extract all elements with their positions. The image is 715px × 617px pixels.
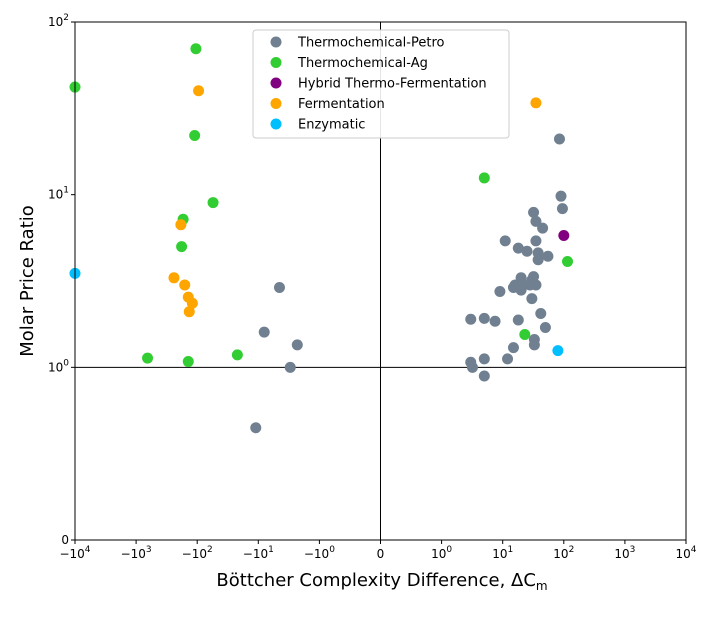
legend-label: Hybrid Thermo-Fermentation — [298, 77, 487, 92]
data-point — [175, 219, 187, 231]
data-point — [186, 297, 198, 309]
y-axis-label: Molar Price Ratio — [17, 205, 38, 357]
data-point — [465, 313, 477, 325]
y-tick-label: 102 — [48, 13, 69, 29]
data-point — [189, 130, 201, 142]
data-point — [142, 352, 154, 364]
x-tick-label: −103 — [121, 545, 152, 561]
data-point — [528, 206, 540, 218]
data-point — [502, 353, 514, 365]
data-point — [494, 285, 506, 297]
legend-marker — [270, 98, 282, 109]
data-point — [182, 356, 194, 368]
data-point — [512, 314, 524, 326]
data-point — [478, 172, 490, 184]
data-point — [183, 306, 195, 318]
data-point — [258, 326, 270, 338]
data-point — [207, 197, 219, 209]
data-point — [250, 422, 262, 434]
x-axis-label: Böttcher Complexity Difference, ΔCm — [216, 570, 547, 593]
data-points — [69, 43, 574, 434]
data-point — [539, 322, 551, 334]
x-tick-label: −101 — [243, 545, 274, 561]
x-axis-ticks: −104 −103 −102 −101 −100 0 100 101 102 103 104 — [59, 540, 697, 561]
series-group — [250, 133, 568, 434]
data-point — [556, 203, 568, 215]
data-point — [530, 279, 542, 291]
data-point — [553, 133, 565, 145]
x-tick-label: −100 — [304, 545, 335, 561]
data-point — [519, 328, 531, 340]
legend: Thermochemical-Petro Thermochemical-Ag Hyb… — [252, 29, 510, 139]
data-point — [489, 315, 501, 327]
y-tick-label: 100 — [48, 358, 69, 374]
data-point — [542, 250, 554, 262]
data-point — [284, 361, 296, 373]
data-point — [562, 256, 574, 268]
legend-marker — [270, 118, 282, 130]
data-point — [535, 308, 547, 320]
legend-box — [252, 29, 510, 139]
x-tick-label: 101 — [492, 545, 513, 561]
data-point — [478, 312, 490, 324]
data-point — [512, 242, 524, 254]
data-point — [528, 339, 540, 351]
data-point — [231, 349, 243, 361]
data-point — [552, 345, 564, 357]
data-point — [532, 247, 544, 259]
y-tick-label: 101 — [48, 186, 69, 202]
legend-label: Thermochemical-Petro — [297, 36, 445, 51]
legend-label: Thermochemical-Ag — [297, 56, 428, 71]
data-point — [526, 293, 538, 305]
data-point — [193, 85, 205, 97]
data-point — [176, 241, 188, 253]
data-point — [291, 339, 303, 351]
legend-marker — [270, 36, 282, 48]
x-tick-label: 103 — [614, 545, 635, 561]
y-tick-label: 0 — [61, 533, 69, 547]
data-point — [558, 230, 570, 242]
series-group — [558, 230, 570, 242]
data-point — [530, 215, 542, 227]
legend-label: Enzymatic — [298, 118, 365, 133]
x-tick-label: 100 — [431, 545, 452, 561]
legend-marker — [270, 77, 282, 89]
data-point — [273, 281, 285, 293]
data-point — [555, 190, 567, 202]
data-point — [179, 279, 191, 291]
x-tick-label: 104 — [675, 545, 696, 561]
data-point — [507, 342, 519, 354]
data-point — [530, 235, 542, 247]
x-axis-label-subscript: m — [536, 579, 548, 593]
data-point — [499, 235, 511, 247]
data-point — [168, 272, 180, 284]
legend-marker — [270, 57, 282, 68]
x-tick-label: −104 — [59, 545, 90, 561]
x-tick-label: 0 — [377, 547, 385, 561]
legend-label: Fermentation — [298, 97, 385, 112]
data-point — [466, 361, 478, 373]
data-point — [478, 353, 490, 365]
data-point — [528, 271, 540, 283]
data-point — [537, 222, 549, 234]
data-point — [478, 370, 490, 382]
y-axis-ticks: 0 100 101 102 — [48, 13, 75, 547]
data-point — [521, 245, 533, 257]
series-group — [168, 85, 542, 318]
x-tick-label: −102 — [182, 545, 213, 561]
x-tick-label: 102 — [553, 545, 574, 561]
data-point — [190, 43, 202, 55]
data-point — [530, 97, 542, 109]
